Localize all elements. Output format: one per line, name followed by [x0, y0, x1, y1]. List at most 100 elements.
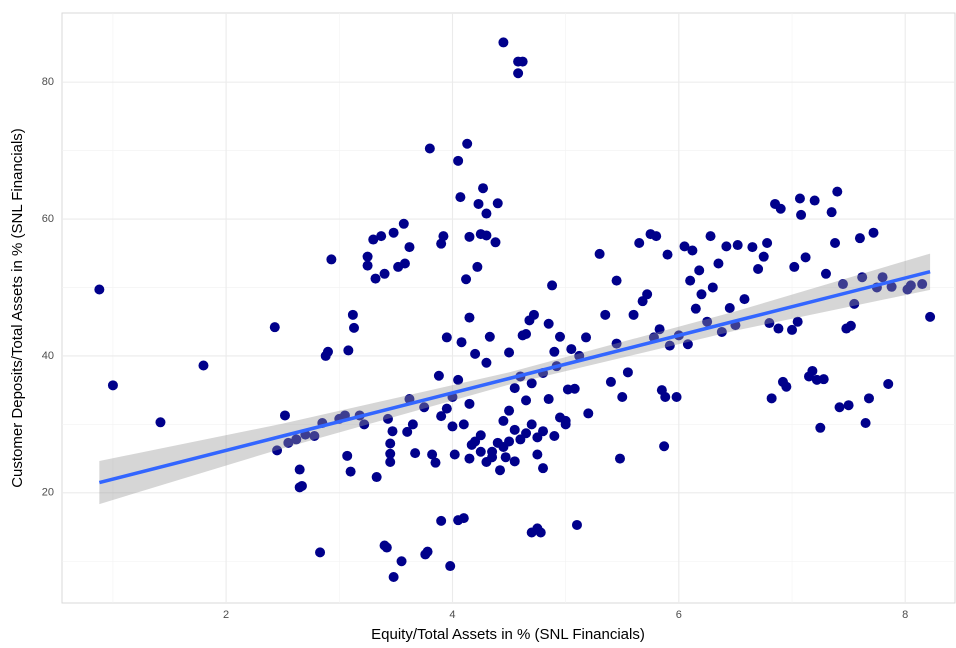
- point: [349, 322, 360, 333]
- point: [269, 322, 280, 333]
- point: [343, 345, 354, 356]
- point: [388, 227, 399, 238]
- point: [796, 209, 807, 220]
- x-tick-label: 2: [223, 609, 229, 621]
- point: [370, 273, 381, 284]
- point: [388, 571, 399, 582]
- point: [155, 417, 166, 428]
- y-tick-label: 20: [42, 487, 54, 499]
- point: [809, 195, 820, 206]
- point: [422, 546, 433, 557]
- point: [764, 318, 775, 329]
- point: [820, 268, 831, 279]
- point: [594, 248, 605, 259]
- point: [419, 402, 430, 413]
- point: [322, 346, 333, 357]
- point: [462, 138, 473, 149]
- point: [464, 312, 475, 323]
- point: [326, 254, 337, 265]
- point: [547, 280, 558, 291]
- point: [385, 448, 396, 459]
- point: [379, 268, 390, 279]
- point: [433, 370, 444, 381]
- point: [509, 456, 520, 467]
- point: [461, 274, 472, 285]
- point: [472, 261, 483, 272]
- point: [513, 68, 524, 79]
- point: [436, 515, 447, 526]
- point: [660, 391, 671, 402]
- point: [724, 303, 735, 313]
- point: [758, 251, 769, 262]
- point: [424, 143, 435, 154]
- point: [509, 383, 520, 394]
- point: [385, 457, 396, 468]
- point: [781, 381, 792, 392]
- point: [917, 279, 928, 290]
- point: [721, 241, 732, 252]
- point: [436, 411, 447, 422]
- point: [662, 249, 673, 260]
- point: [198, 360, 209, 371]
- point: [517, 56, 528, 67]
- point: [521, 329, 532, 340]
- point: [747, 242, 758, 253]
- point: [399, 258, 410, 269]
- point: [707, 282, 718, 293]
- point: [860, 417, 871, 428]
- point: [294, 464, 305, 475]
- point: [535, 527, 546, 538]
- point: [458, 513, 469, 524]
- point: [581, 332, 592, 343]
- point: [441, 403, 452, 414]
- point: [107, 380, 118, 391]
- point: [464, 398, 475, 409]
- point: [886, 281, 897, 292]
- point: [538, 463, 549, 474]
- point: [651, 231, 662, 242]
- point: [792, 316, 803, 327]
- point: [398, 218, 409, 229]
- point: [611, 275, 622, 286]
- point: [826, 207, 837, 218]
- point: [430, 457, 441, 468]
- point: [458, 419, 469, 430]
- point: [456, 337, 467, 348]
- point: [685, 275, 696, 286]
- point: [830, 237, 841, 248]
- point: [475, 430, 486, 441]
- point: [925, 311, 936, 322]
- x-axis-title: Equity/Total Assets in % (SNL Financials…: [371, 626, 645, 643]
- point: [495, 465, 506, 476]
- point: [642, 289, 653, 300]
- point: [526, 419, 537, 430]
- point: [543, 318, 554, 329]
- point: [449, 449, 460, 460]
- point: [407, 419, 418, 430]
- point: [473, 198, 484, 209]
- point: [543, 394, 554, 405]
- point: [371, 472, 382, 483]
- point: [845, 320, 856, 331]
- point: [773, 323, 784, 334]
- point: [296, 480, 307, 491]
- point: [863, 393, 874, 404]
- y-tick-label: 40: [42, 350, 54, 362]
- point: [453, 155, 464, 166]
- point: [868, 227, 879, 238]
- point: [368, 234, 379, 245]
- point: [696, 289, 707, 300]
- point: [687, 245, 698, 256]
- point: [532, 449, 543, 460]
- point: [794, 193, 805, 204]
- point: [634, 237, 645, 248]
- point: [382, 413, 393, 424]
- point: [498, 441, 509, 452]
- point: [583, 408, 594, 419]
- point: [385, 438, 396, 449]
- point: [470, 348, 481, 359]
- point: [345, 466, 356, 477]
- point: [509, 424, 520, 435]
- point: [600, 309, 611, 320]
- point: [857, 272, 868, 283]
